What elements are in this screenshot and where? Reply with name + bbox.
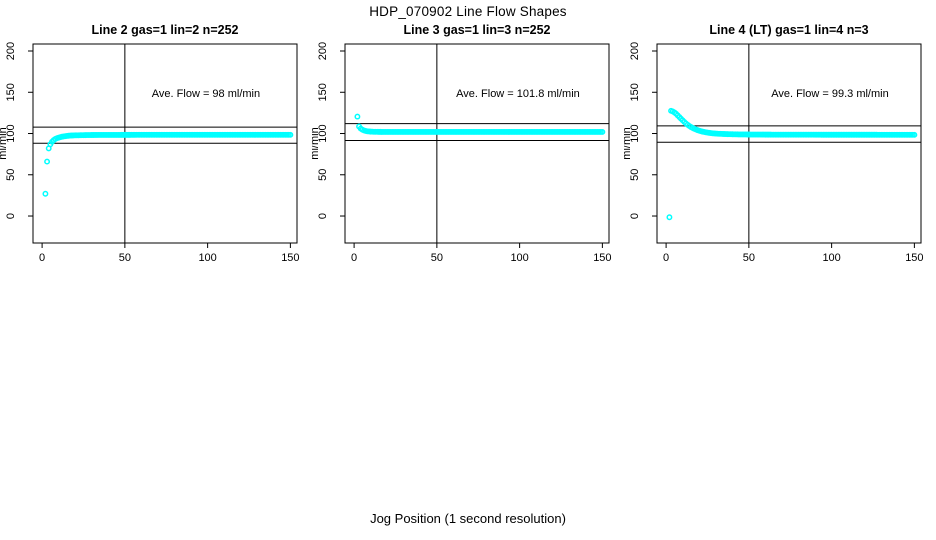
- data-series: [354, 113, 606, 135]
- panel-line2-plot: Line 2 gas=1 lin=2 n=252 0 50 100 150 0 50 100 1…: [0, 23, 300, 264]
- y-tick-label: 50: [5, 169, 17, 181]
- data-point: [42, 190, 49, 197]
- data-series: [666, 107, 918, 221]
- y-tick-label: 100: [317, 124, 329, 142]
- y-tick-label: 0: [317, 213, 329, 219]
- y-tick-label: 150: [317, 83, 329, 101]
- y-tick-label: 50: [317, 169, 329, 181]
- x-tick-label: 100: [822, 252, 840, 264]
- ave-flow-annotation: Ave. Flow = 99.3 ml/min: [771, 88, 888, 100]
- data-point: [287, 131, 294, 138]
- x-tick-label: 50: [743, 252, 755, 264]
- y-tick-label: 150: [5, 83, 17, 101]
- y-tick-label: 100: [629, 124, 641, 142]
- y-tick-label: 200: [629, 42, 641, 60]
- y-tick-label: 150: [629, 83, 641, 101]
- x-tick-label: 50: [431, 252, 443, 264]
- ave-flow-annotation: Ave. Flow = 101.8 ml/min: [456, 88, 580, 100]
- y-tick-label: 100: [5, 124, 17, 142]
- x-tick-label: 100: [510, 252, 528, 264]
- data-point: [911, 131, 918, 138]
- y-axis-label: ml/min: [0, 127, 9, 159]
- x-tick-label: 0: [351, 252, 357, 264]
- x-tick-label: 150: [905, 252, 923, 264]
- y-tick-label: 0: [629, 213, 641, 219]
- data-point: [44, 158, 51, 165]
- y-tick-label: 200: [317, 42, 329, 60]
- x-tick-label: 50: [119, 252, 131, 264]
- panel-title: Line 4 (LT) gas=1 lin=4 n=3: [709, 23, 868, 37]
- plot-box: [344, 43, 610, 244]
- y-axis-label: ml/min: [312, 127, 321, 159]
- x-axis-label: Jog Position (1 second resolution): [370, 511, 566, 526]
- panel-line4-plot: Line 4 (LT) gas=1 lin=4 n=3 0 50 100 150 0 50 1…: [624, 23, 924, 264]
- x-tick-label: 0: [663, 252, 669, 264]
- x-tick-label: 150: [593, 252, 611, 264]
- panel-line3-plot: Line 3 gas=1 lin=3 n=252 0 50 100 150 0 50 100 1…: [312, 23, 612, 264]
- y-tick-label: 0: [5, 213, 17, 219]
- data-point: [354, 113, 361, 120]
- figure-title: HDP_070902 Line Flow Shapes: [369, 4, 567, 19]
- x-tick-label: 100: [198, 252, 216, 264]
- plot-box: [656, 43, 922, 244]
- data-series: [42, 131, 294, 197]
- y-tick-label: 200: [5, 42, 17, 60]
- data-point: [666, 214, 673, 221]
- data-point: [599, 128, 606, 135]
- x-tick-label: 150: [281, 252, 299, 264]
- panel-title: Line 2 gas=1 lin=2 n=252: [92, 23, 239, 37]
- panel-title: Line 3 gas=1 lin=3 n=252: [404, 23, 551, 37]
- x-tick-label: 0: [39, 252, 45, 264]
- ave-flow-annotation: Ave. Flow = 98 ml/min: [152, 88, 260, 100]
- y-axis-label: ml/min: [624, 127, 633, 159]
- y-tick-label: 50: [629, 169, 641, 181]
